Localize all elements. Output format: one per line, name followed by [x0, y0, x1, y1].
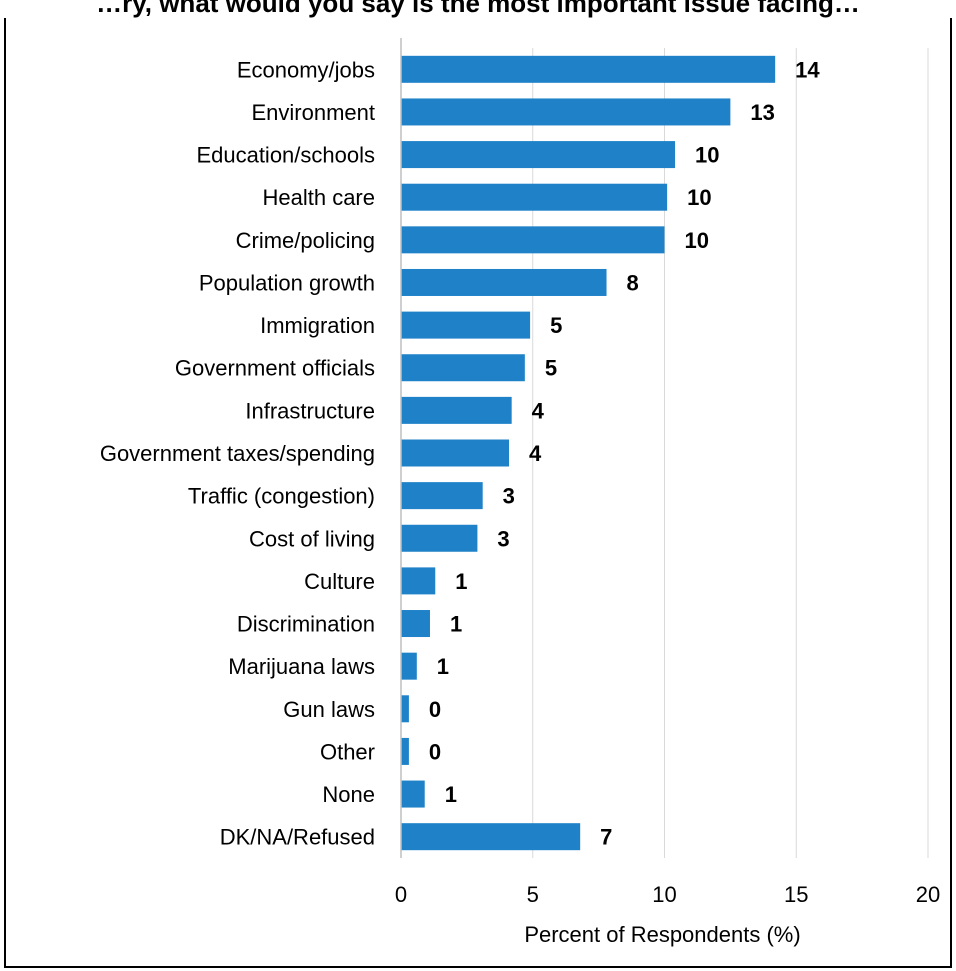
- category-label: Education/schools: [196, 143, 375, 168]
- value-label: 5: [545, 356, 557, 381]
- category-label: DK/NA/Refused: [220, 825, 375, 850]
- x-tick-label: 0: [395, 882, 407, 907]
- x-tick-label: 5: [527, 882, 539, 907]
- bar: [401, 439, 510, 467]
- bar: [401, 482, 483, 510]
- category-label: Discrimination: [237, 612, 375, 637]
- bar: [401, 695, 409, 723]
- category-label: Environment: [251, 100, 375, 125]
- bar: [401, 55, 776, 83]
- value-label: 14: [795, 57, 820, 82]
- value-label: 10: [685, 228, 709, 253]
- category-label: Infrastructure: [245, 398, 375, 423]
- value-label: 8: [627, 270, 639, 295]
- value-label: 0: [429, 739, 441, 764]
- value-label: 5: [550, 313, 562, 338]
- bar: [401, 652, 417, 680]
- value-label: 0: [429, 697, 441, 722]
- value-label: 4: [529, 441, 542, 466]
- chart-title-strip: …ry, what would you say is the most impo…: [0, 0, 956, 18]
- bar: [401, 567, 436, 595]
- value-label: 13: [750, 100, 774, 125]
- value-label: 3: [497, 526, 509, 551]
- value-label: 10: [687, 185, 711, 210]
- category-label: Government taxes/spending: [100, 441, 375, 466]
- category-label: Immigration: [260, 313, 375, 338]
- value-label: 1: [455, 569, 467, 594]
- x-tick-label: 10: [652, 882, 676, 907]
- category-label: Crime/policing: [236, 228, 375, 253]
- value-label: 1: [450, 612, 462, 637]
- bar: [401, 268, 607, 296]
- bar: [401, 226, 665, 254]
- x-tick-labels: 0 5 10 15 20: [395, 882, 940, 907]
- bar: [401, 737, 409, 765]
- category-label: Marijuana laws: [228, 654, 375, 679]
- value-label: 1: [437, 654, 449, 679]
- x-tick-label: 15: [784, 882, 808, 907]
- gridlines: [532, 48, 929, 858]
- bar: [401, 183, 668, 211]
- bar: [401, 141, 676, 169]
- bar: [401, 311, 531, 339]
- category-label: Gun laws: [283, 697, 375, 722]
- value-label: 1: [445, 782, 457, 807]
- value-label: 10: [695, 143, 719, 168]
- category-labels: Economy/jobs Environment Education/schools…: [100, 57, 375, 849]
- category-label: Economy/jobs: [237, 57, 375, 82]
- x-tick-label: 20: [916, 882, 940, 907]
- bar: [401, 98, 731, 126]
- category-label: Population growth: [199, 270, 375, 295]
- category-label: Health care: [262, 185, 375, 210]
- value-label: 7: [600, 825, 612, 850]
- x-axis-title: Percent of Respondents (%): [524, 922, 800, 947]
- category-label: Cost of living: [249, 526, 375, 551]
- chart-title: …ry, what would you say is the most impo…: [96, 0, 860, 18]
- value-label: 3: [503, 484, 515, 509]
- chart-frame: [4, 18, 952, 968]
- category-label: Culture: [304, 569, 375, 594]
- category-label: Other: [320, 739, 375, 764]
- bar: [401, 354, 525, 382]
- category-label: Government officials: [175, 356, 375, 381]
- value-label: 4: [532, 398, 545, 423]
- bars: [401, 55, 776, 851]
- bar: [401, 780, 425, 808]
- bar: [401, 610, 430, 638]
- bar: [401, 823, 581, 851]
- bar: [401, 396, 512, 424]
- category-label: Traffic (congestion): [188, 484, 375, 509]
- bar: [401, 524, 478, 552]
- category-label: None: [322, 782, 375, 807]
